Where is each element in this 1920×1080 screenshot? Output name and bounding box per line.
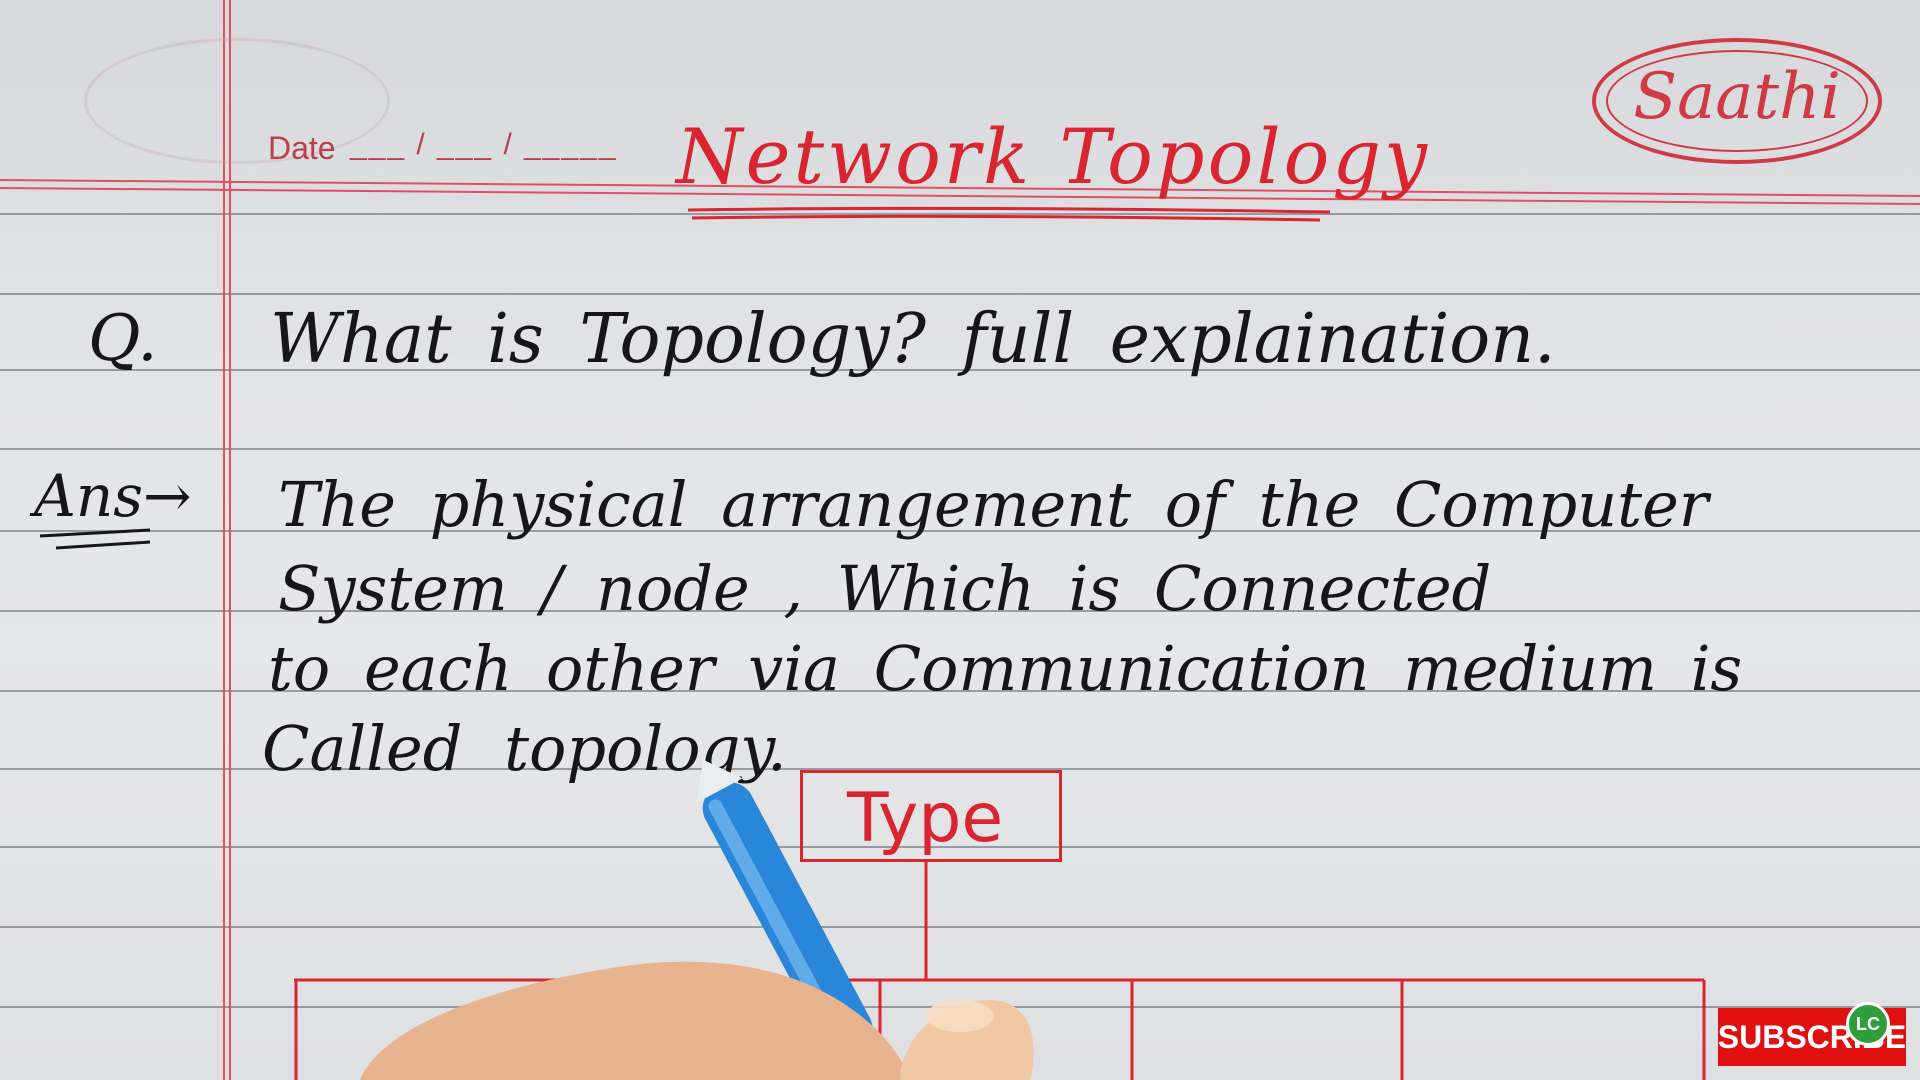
question-marker: Q. bbox=[88, 302, 158, 376]
date-label: Date bbox=[268, 130, 336, 166]
brand-logo: Saathi bbox=[1592, 38, 1882, 164]
answer-line: Called topology. bbox=[262, 712, 787, 785]
brand-name: Saathi bbox=[1633, 60, 1841, 134]
answer-line: The physical arrangement of the Computer bbox=[278, 468, 1709, 541]
type-label: Type bbox=[847, 779, 1004, 858]
date-slots: ___ / ___ / _____ bbox=[350, 128, 618, 161]
answer-line: System / node , Which is Connected bbox=[278, 552, 1492, 625]
channel-badge-label: LC bbox=[1856, 1013, 1880, 1034]
question-text: What is Topology? full explaination. bbox=[270, 300, 1556, 379]
answer-line: to each other via Communication medium i… bbox=[268, 632, 1743, 705]
page-title: Network Topology bbox=[676, 112, 1430, 201]
watermark-logo bbox=[84, 38, 390, 164]
type-box: Type bbox=[800, 770, 1062, 862]
answer-marker: Ans→ bbox=[34, 462, 192, 530]
channel-badge: LC bbox=[1846, 1002, 1890, 1046]
brand-logo-inner-ring bbox=[1606, 50, 1868, 152]
